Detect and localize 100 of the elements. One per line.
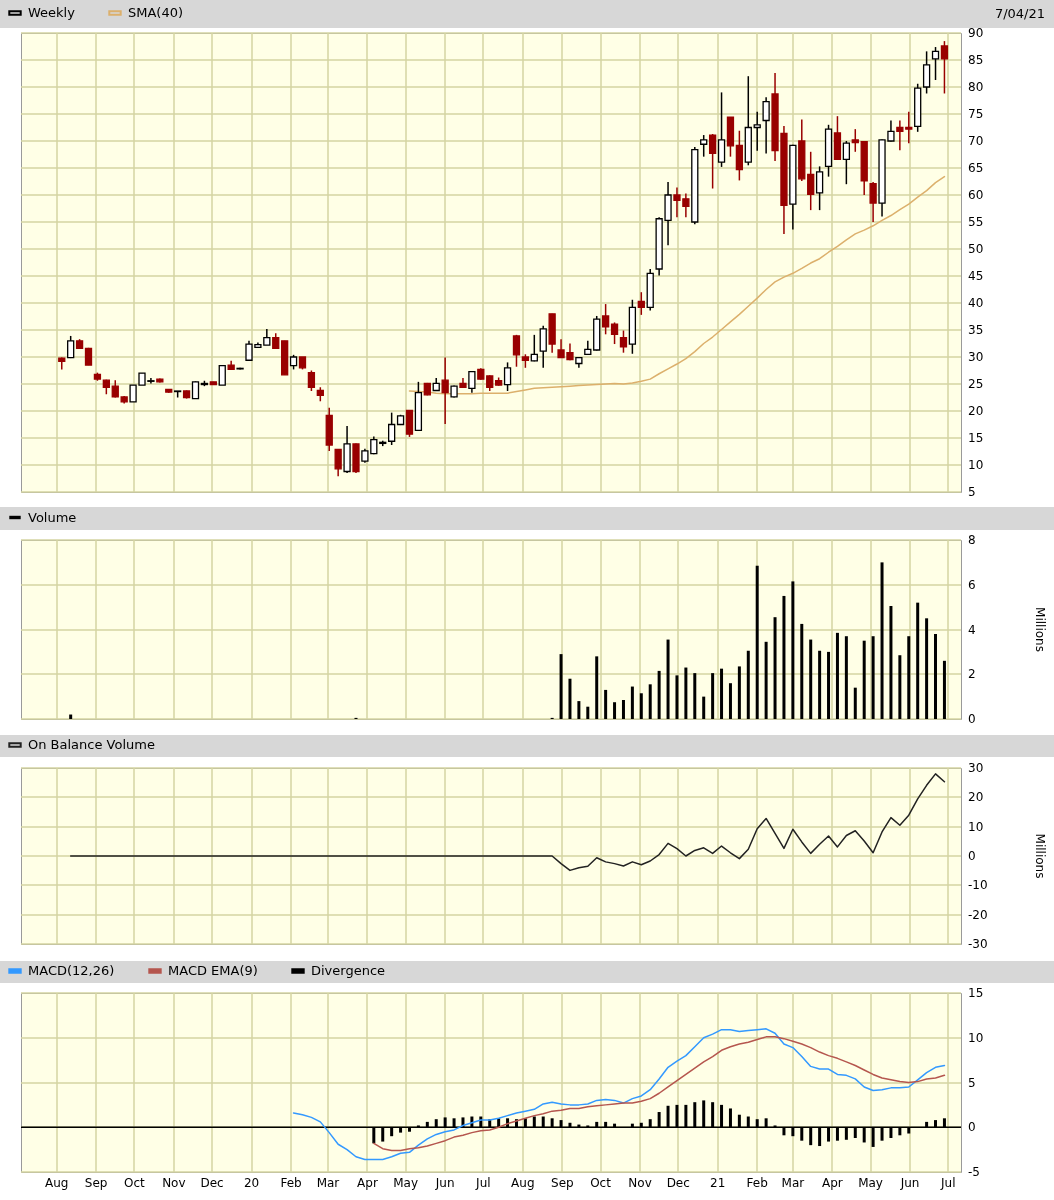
bar [657,670,661,719]
y-tick-label: 15 [968,986,984,1000]
candlestick [334,448,342,478]
bar [880,562,884,719]
candlestick [619,329,628,354]
bar [639,693,643,719]
x-tick-label: Dec [666,1176,690,1190]
x-tick-label: Jun [899,1176,920,1190]
bar [586,706,590,719]
y-tick-label: 2 [968,667,976,682]
y-tick-label: 20 [968,404,984,418]
x-tick-label: Apr [357,1176,378,1190]
legend-label: On Balance Volume [28,737,155,752]
bar [568,678,572,719]
legend-label: MACD(12,26) [28,963,115,978]
bar [666,639,670,719]
candlestick [931,46,940,81]
y-tick-label: 4 [968,622,976,637]
candlestick [762,96,770,155]
y-tick-label: 75 [968,107,984,121]
y-tick-label: -5 [968,1165,980,1179]
candlestick [753,111,761,152]
candlestick [708,133,717,190]
y-tick-label: 85 [968,53,984,67]
bar [871,636,875,719]
bar [925,618,929,719]
bar [711,673,715,719]
x-tick-label: Jun [434,1176,455,1190]
candlestick [717,91,726,168]
y-tick-label: 15 [968,431,984,445]
bar [720,668,724,719]
candlestick [218,364,226,386]
line-series [292,1028,946,1161]
candlestick [601,303,610,336]
y-tick-label: 10 [968,819,984,834]
x-tick-label: 20 [243,1176,260,1190]
x-tick-label: Sep [551,1176,574,1190]
x-tick-label: May [858,1176,883,1190]
y-tick-label: 30 [968,350,984,364]
candlestick [503,361,512,392]
candlestick [922,50,931,95]
y-tick-label: 6 [968,577,976,592]
y-tick-label: 30 [968,761,984,775]
candlestick [637,291,645,316]
x-tick-label: Oct [590,1176,612,1190]
candlestick [512,334,521,368]
bar [621,699,625,719]
bar [827,651,831,719]
candlestick [405,409,414,438]
x-tick-label: Aug [44,1176,69,1190]
y-tick-label: 25 [968,377,984,391]
x-tick-label: Oct [123,1176,146,1190]
bar [693,673,697,719]
candlestick [851,128,859,153]
candlestick [539,324,547,369]
candlestick [807,151,815,211]
bar [648,684,652,719]
bar [835,632,839,719]
bar [746,650,750,719]
bar [942,660,946,719]
bar [809,639,813,719]
y-tick-label: 65 [968,161,984,175]
legend-label: MACD EMA(9) [168,963,258,978]
candlestick [468,370,476,394]
bar [862,640,866,719]
bar [702,696,706,719]
y-tick-label: -10 [968,878,988,893]
x-tick-label: Nov [162,1176,186,1190]
legend-label: Divergence [311,963,386,978]
y-tick-label: 55 [968,215,984,229]
bar [728,683,732,719]
candlestick [815,165,824,211]
bar [684,667,688,719]
candlestick [869,181,877,223]
bar [755,565,759,719]
y-tick-label: 10 [968,458,984,472]
y-tick-label: 70 [968,134,984,148]
candlestick [307,369,316,392]
legend-label: Volume [28,509,77,525]
y-tick-label: 5 [968,1075,976,1090]
bar [916,602,920,719]
bar [764,641,768,719]
text: 7/04/21 [994,6,1045,21]
bar [737,666,741,719]
x-tick-label: Mar [781,1176,805,1190]
y-tick-label: 90 [968,26,984,40]
bar [853,687,857,719]
y-tick-label: 60 [968,188,984,202]
y-tick-label: 80 [968,80,984,94]
x-tick-label: Jul [475,1176,491,1190]
bar [630,686,634,719]
y-tick-label: 0 [968,849,976,863]
x-tick-label: Feb [280,1176,302,1190]
y-tick-label: 10 [968,1030,984,1045]
y-axis-title: Millions [1033,607,1047,652]
x-tick-label: Aug [511,1176,535,1190]
candlestick [842,140,851,185]
y-axis-title: Millions [1033,833,1047,879]
y-tick-label: 45 [968,269,984,283]
bar [613,702,617,719]
